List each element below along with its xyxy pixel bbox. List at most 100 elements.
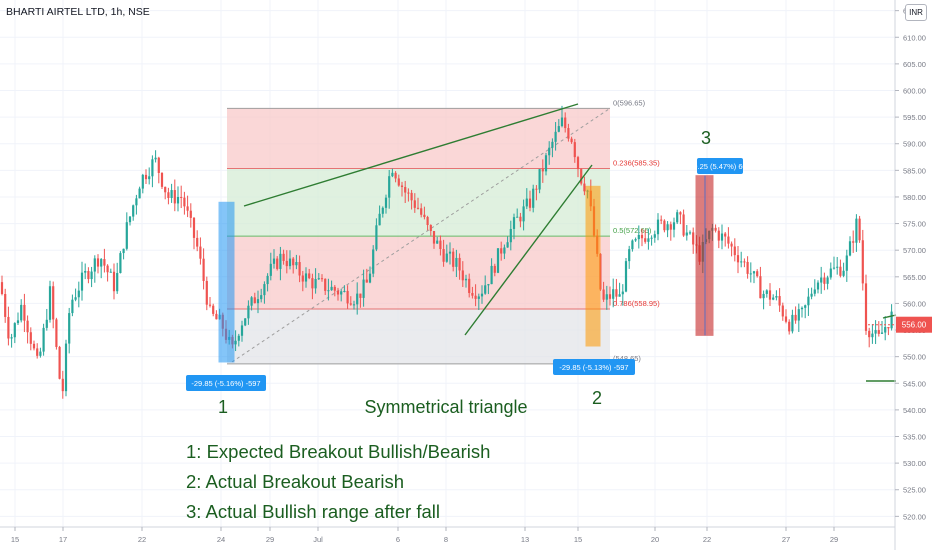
candle-body [512, 217, 516, 229]
candle-body [477, 296, 480, 299]
candle-body [666, 224, 669, 231]
candles [0, 105, 893, 399]
candle-body [493, 265, 496, 273]
candle-body [519, 216, 522, 222]
candle-body [500, 248, 503, 254]
candle-body [320, 278, 324, 280]
candle-body [263, 284, 266, 296]
candle-body [250, 297, 253, 306]
candle-body [356, 293, 359, 305]
candle-body [765, 290, 768, 294]
candle-body [100, 259, 103, 267]
candle-body [260, 295, 263, 300]
candle-body [557, 126, 560, 132]
price-tick-label: 550.00 [903, 353, 926, 362]
fib-zone [227, 309, 610, 364]
time-tick-label: 27 [782, 535, 790, 544]
candle-body [628, 249, 631, 262]
currency-badge[interactable]: INR [905, 4, 927, 21]
candle-body [538, 169, 541, 190]
candle-body [660, 219, 663, 221]
candle-body [423, 214, 426, 218]
candle-body [736, 255, 740, 263]
candle-body [192, 217, 196, 238]
candle-body [90, 271, 93, 280]
candle-body [528, 198, 532, 208]
candle-body [58, 346, 61, 379]
last-price-tag [896, 316, 932, 333]
candle-body [343, 290, 346, 292]
candle-body [138, 188, 141, 199]
time-tick-label: 29 [830, 535, 838, 544]
candle-body [458, 257, 461, 271]
candle-body [749, 273, 752, 275]
candle-body [416, 207, 420, 209]
candle-body [468, 278, 471, 293]
measure-label-box [697, 158, 743, 174]
candle-body [141, 174, 144, 189]
candle-body [548, 147, 551, 156]
candle-body [730, 243, 733, 247]
candle-body [858, 218, 861, 241]
candle-body [880, 332, 884, 334]
candle-body [442, 249, 445, 262]
price-tick-label: 605.00 [903, 60, 926, 69]
candle-body [474, 295, 477, 299]
candle-body [189, 210, 192, 218]
candle-body [842, 270, 845, 276]
candle-body [756, 271, 759, 277]
candle-body [400, 185, 404, 187]
overlays: -29.85 (-5.16%) -597 -29.85 (-5.13%) -597… [186, 103, 897, 391]
candle-body [516, 216, 519, 218]
candle-body [4, 294, 7, 317]
candle-body [775, 296, 778, 298]
measure-label-text: 30.25 (5.47%) 605 [689, 162, 751, 171]
candle-body [554, 131, 557, 142]
candle-body [388, 176, 391, 198]
candle-body [279, 253, 282, 269]
measure-box-2 [585, 185, 601, 347]
candle-body [452, 251, 455, 267]
candle-body [167, 192, 170, 198]
time-tick-label: 20 [651, 535, 659, 544]
time-tick-label: 15 [11, 535, 19, 544]
candle-body [0, 282, 4, 295]
candle-body [791, 314, 794, 332]
candle-body [397, 178, 400, 186]
annotations: 1 2 3 Symmetrical triangle 1: Expected Break… [186, 128, 711, 522]
measure-label-box [186, 375, 266, 391]
candle-body [864, 283, 868, 331]
candle-body [634, 239, 637, 241]
candle-body [112, 271, 116, 292]
candle-body [461, 270, 464, 281]
price-tick-label: 560.00 [903, 299, 926, 308]
price-tick-label: 565.00 [903, 273, 926, 282]
candle-body [759, 276, 762, 299]
time-tick-label: 8 [444, 535, 448, 544]
candle-body [861, 240, 864, 284]
candle-body [797, 309, 800, 321]
candle-body [55, 319, 58, 347]
candle-body [365, 279, 368, 283]
candle-body [314, 279, 317, 289]
candle-body [800, 307, 804, 310]
measure-label-text: -29.85 (-5.13%) -597 [559, 363, 628, 372]
candle-body [84, 270, 87, 273]
candle-body [781, 305, 784, 317]
candle-body [77, 290, 80, 298]
candle-body [109, 271, 112, 273]
candle-body [256, 299, 260, 304]
candle-body [199, 246, 202, 259]
candle-body [448, 251, 452, 254]
candle-body [532, 188, 535, 208]
candle-body [823, 277, 826, 284]
candle-body [653, 234, 656, 238]
candle-body [298, 262, 301, 276]
candle-body [608, 294, 612, 299]
candle-body [503, 247, 506, 254]
candle-body [506, 242, 509, 248]
price-tick-label: 610.00 [903, 33, 926, 42]
candle-body [650, 237, 653, 239]
